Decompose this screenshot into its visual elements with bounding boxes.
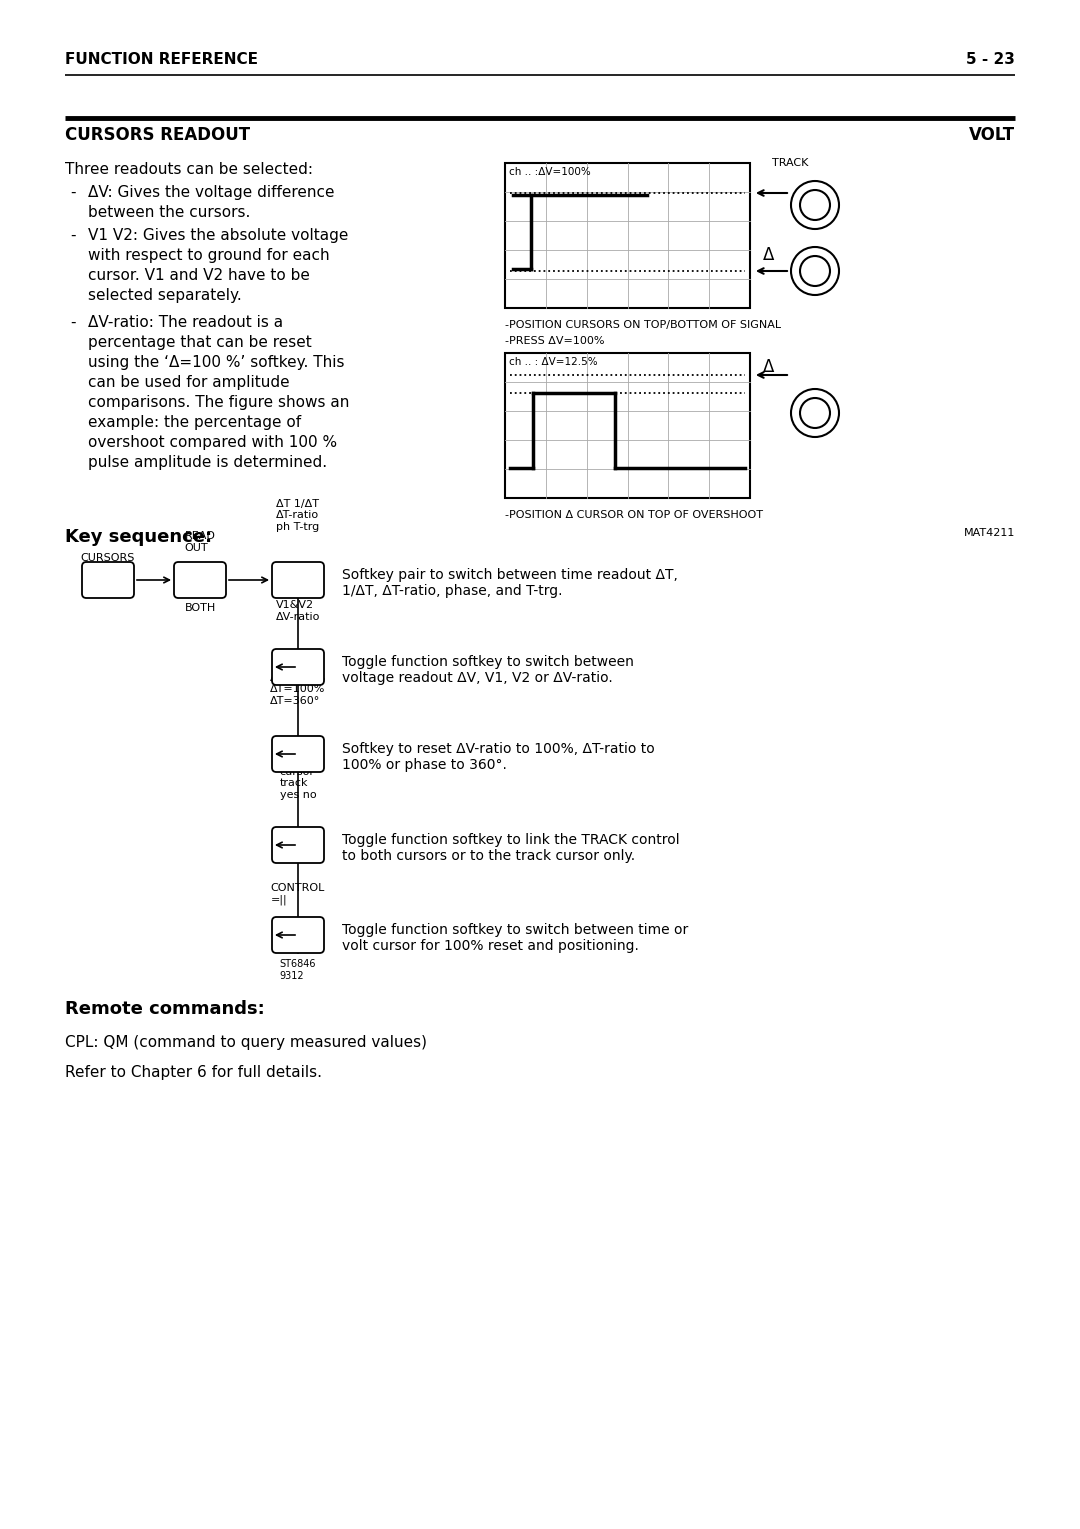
FancyBboxPatch shape bbox=[272, 827, 324, 862]
Text: cursor
track
yes no: cursor track yes no bbox=[280, 768, 316, 800]
FancyBboxPatch shape bbox=[272, 563, 324, 598]
Text: TRACK: TRACK bbox=[772, 157, 808, 168]
Text: with respect to ground for each: with respect to ground for each bbox=[87, 248, 329, 263]
FancyBboxPatch shape bbox=[82, 563, 134, 598]
Text: FUNCTION REFERENCE: FUNCTION REFERENCE bbox=[65, 52, 258, 67]
Text: ΔT 1/ΔT
ΔT-ratio
ph T-trg: ΔT 1/ΔT ΔT-ratio ph T-trg bbox=[276, 498, 320, 532]
Text: using the ‘Δ=100 %’ softkey. This: using the ‘Δ=100 %’ softkey. This bbox=[87, 355, 345, 370]
Text: ΔV
V1&V2
ΔV-ratio: ΔV V1&V2 ΔV-ratio bbox=[275, 589, 320, 622]
Text: ΔV=100%
ΔT=100%
ΔT=360°: ΔV=100% ΔT=100% ΔT=360° bbox=[270, 673, 326, 706]
FancyBboxPatch shape bbox=[174, 563, 226, 598]
Text: ST6846
9312: ST6846 9312 bbox=[280, 959, 316, 980]
Text: CURSORS READOUT: CURSORS READOUT bbox=[65, 125, 251, 144]
Text: BOTH: BOTH bbox=[185, 602, 216, 613]
Text: VOLT: VOLT bbox=[969, 125, 1015, 144]
Text: READ
OUT: READ OUT bbox=[185, 532, 215, 553]
Text: selected separately.: selected separately. bbox=[87, 287, 242, 303]
Text: Refer to Chapter 6 for full details.: Refer to Chapter 6 for full details. bbox=[65, 1066, 322, 1079]
Text: comparisons. The figure shows an: comparisons. The figure shows an bbox=[87, 394, 349, 410]
Text: -: - bbox=[70, 185, 76, 200]
Text: Toggle function softkey to link the TRACK control
to both cursors or to the trac: Toggle function softkey to link the TRAC… bbox=[342, 833, 679, 864]
Text: overshoot compared with 100 %: overshoot compared with 100 % bbox=[87, 434, 337, 450]
Text: -POSITION CURSORS ON TOP/BOTTOM OF SIGNAL: -POSITION CURSORS ON TOP/BOTTOM OF SIGNA… bbox=[505, 320, 781, 330]
FancyBboxPatch shape bbox=[272, 917, 324, 953]
Text: example: the percentage of: example: the percentage of bbox=[87, 414, 301, 430]
Bar bbox=[505, 353, 750, 498]
Text: Δ: Δ bbox=[762, 358, 774, 376]
Text: Δ: Δ bbox=[762, 246, 774, 265]
Text: -PRESS ΔV=100%: -PRESS ΔV=100% bbox=[505, 336, 605, 346]
Text: Softkey pair to switch between time readout ΔT,
1/ΔT, ΔT-ratio, phase, and T-trg: Softkey pair to switch between time read… bbox=[342, 567, 678, 598]
Text: -: - bbox=[70, 315, 76, 330]
FancyBboxPatch shape bbox=[272, 735, 324, 772]
Text: MAT4211: MAT4211 bbox=[963, 528, 1015, 538]
FancyBboxPatch shape bbox=[272, 648, 324, 685]
Text: cursor. V1 and V2 have to be: cursor. V1 and V2 have to be bbox=[87, 268, 310, 283]
Text: ΔV: Gives the voltage difference: ΔV: Gives the voltage difference bbox=[87, 185, 335, 200]
Text: CONTROL
=||: CONTROL =|| bbox=[271, 882, 325, 905]
Text: Toggle function softkey to switch between time or
volt cursor for 100% reset and: Toggle function softkey to switch betwee… bbox=[342, 924, 688, 953]
Text: pulse amplitude is determined.: pulse amplitude is determined. bbox=[87, 456, 327, 469]
Text: ΔV-ratio: The readout is a: ΔV-ratio: The readout is a bbox=[87, 315, 283, 330]
Text: V1 V2: Gives the absolute voltage: V1 V2: Gives the absolute voltage bbox=[87, 228, 349, 243]
Text: CPL: QM (command to query measured values): CPL: QM (command to query measured value… bbox=[65, 1035, 427, 1050]
Text: Remote commands:: Remote commands: bbox=[65, 1000, 265, 1018]
Text: Softkey to reset ΔV-ratio to 100%, ΔT-ratio to
100% or phase to 360°.: Softkey to reset ΔV-ratio to 100%, ΔT-ra… bbox=[342, 742, 654, 772]
Text: ch .. : ΔV=12.5%: ch .. : ΔV=12.5% bbox=[509, 356, 597, 367]
Text: Key sequence:: Key sequence: bbox=[65, 528, 212, 546]
Text: -: - bbox=[70, 228, 76, 243]
Text: can be used for amplitude: can be used for amplitude bbox=[87, 375, 289, 390]
Text: CURSORS: CURSORS bbox=[81, 553, 135, 563]
Bar bbox=[505, 164, 750, 307]
Text: Three readouts can be selected:: Three readouts can be selected: bbox=[65, 162, 313, 177]
Text: percentage that can be reset: percentage that can be reset bbox=[87, 335, 312, 350]
Text: 5 - 23: 5 - 23 bbox=[967, 52, 1015, 67]
Text: Toggle function softkey to switch between
voltage readout ΔV, V1, V2 or ΔV-ratio: Toggle function softkey to switch betwee… bbox=[342, 654, 634, 685]
Text: between the cursors.: between the cursors. bbox=[87, 205, 251, 220]
Text: -POSITION Δ CURSOR ON TOP OF OVERSHOOT: -POSITION Δ CURSOR ON TOP OF OVERSHOOT bbox=[505, 511, 762, 520]
Text: ch .. :ΔV=100%: ch .. :ΔV=100% bbox=[509, 167, 591, 177]
